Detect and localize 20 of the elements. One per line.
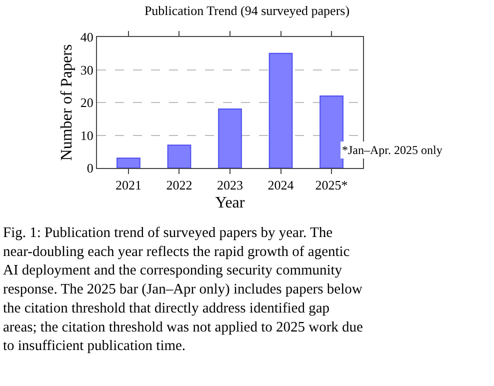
x-axis-title: Year — [215, 194, 246, 212]
x-tick-label: 2024 — [268, 178, 294, 193]
x-tick-label: 2025* — [315, 178, 348, 193]
x-tick-label: 2021 — [115, 178, 142, 193]
bar — [268, 52, 293, 168]
x-tick-label: 2023 — [217, 178, 243, 193]
y-tick-label: 40 — [80, 30, 94, 45]
y-tick-label: 0 — [86, 160, 94, 176]
y-axis-title: Number of Papers — [58, 44, 76, 161]
chart-title: Publication Trend (94 surveyed papers) — [144, 2, 350, 18]
y-tick-label: 10 — [80, 128, 94, 143]
y-tick-label: 20 — [80, 95, 94, 110]
bar — [218, 108, 242, 168]
x-tick-label: 2022 — [166, 178, 192, 193]
bar — [320, 95, 344, 168]
annotation: *Jan–Apr. 2025 only — [342, 143, 442, 157]
bar — [167, 144, 192, 168]
y-tick-label: 30 — [80, 62, 94, 78]
caption: Fig. 1: Publication trend of surveyed papers by year. The near-doubling each year reflects the rapid growth of agentic AI deployment and the corresponding security community response. The 2025 bar (Jan–Apr only) includes papers below the citation threshold that directly address identified gap areas; the citation threshold was not applied to 2025 work due to insufficient publication time. — [3, 225, 363, 354]
bar — [116, 158, 140, 168]
